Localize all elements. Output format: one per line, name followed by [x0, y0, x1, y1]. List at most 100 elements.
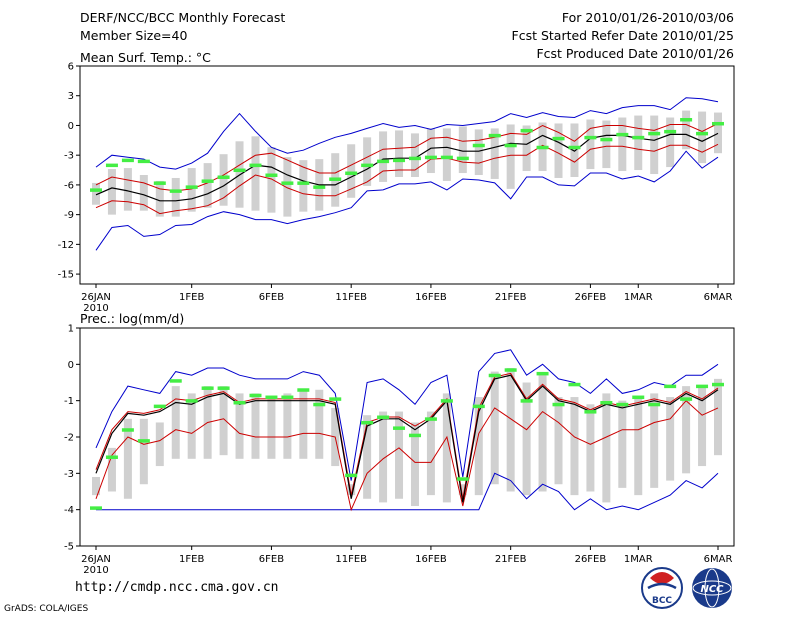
y-tick-label: 6: [68, 62, 74, 73]
observed-marker: [472, 404, 485, 409]
observed-marker: [440, 155, 453, 160]
x-tick-label: 21FEB: [495, 292, 527, 303]
member-range-box: [650, 393, 659, 488]
observed-marker: [568, 145, 581, 150]
observed-marker: [536, 145, 549, 150]
member-range-box: [410, 133, 419, 177]
member-range-box: [155, 180, 164, 217]
member-range-box: [92, 182, 100, 205]
temperature-panel: Mean Surf. Temp.: °C 6 3 0 -3 -6 -9 -12 -15 26JAN…: [58, 50, 735, 314]
observed-marker: [408, 433, 421, 438]
member-range-box: [203, 163, 212, 208]
member-range-box: [474, 129, 483, 175]
observed-marker: [329, 397, 342, 401]
member-range-box: [634, 115, 643, 171]
observed-marker: [632, 135, 645, 140]
y-tick-label: -15: [58, 270, 74, 281]
observed-marker: [297, 181, 310, 185]
member-range-box: [538, 375, 547, 492]
y-tick-label: -3: [64, 469, 74, 480]
x-tick-label: 26JAN: [81, 554, 111, 565]
x-tick-label: 1MAR: [624, 554, 653, 565]
member-range-box: [442, 128, 451, 181]
chart-title: DERF/NCC/BCC Monthly Forecast: [80, 10, 285, 25]
member-range-box: [187, 168, 196, 212]
member-range-box: [123, 168, 132, 211]
observed-marker: [648, 402, 661, 407]
observed-marker: [680, 397, 693, 401]
member-range-box: [107, 169, 116, 215]
member-range-box: [267, 397, 276, 459]
observed-marker: [568, 382, 581, 387]
x-tick-label: 6FEB: [259, 554, 284, 565]
observed-marker: [393, 158, 406, 163]
member-range-box: [666, 117, 675, 168]
lower-spread-line: [95, 399, 719, 512]
observed-marker: [249, 163, 262, 168]
observed-marker: [121, 428, 134, 432]
observed-marker: [137, 159, 150, 164]
member-range-box: [363, 137, 372, 186]
x-tick-label: 16FEB: [415, 292, 447, 303]
observed-marker: [488, 133, 501, 138]
member-range-box: [299, 389, 308, 459]
member-range-box: [187, 393, 196, 459]
member-range-box: [315, 389, 324, 459]
member-range-box: [139, 418, 148, 485]
x-tick-label: 26FEB: [575, 292, 607, 303]
member-range-box: [283, 393, 292, 459]
observed-marker: [424, 417, 437, 421]
observed-marker: [169, 379, 182, 383]
member-range-box: [347, 484, 356, 496]
x-tick-year: 2010: [83, 565, 108, 576]
observed-marker: [265, 395, 278, 400]
member-range-box: [139, 175, 148, 211]
member-range-box: [570, 397, 579, 496]
member-range-box: [586, 119, 595, 170]
bcc-logo-label: BCC: [652, 596, 672, 606]
observed-marker: [680, 118, 693, 122]
plot-frame: [79, 65, 735, 285]
observed-marker: [185, 399, 198, 403]
observed-marker: [249, 393, 262, 398]
member-range-box: [618, 117, 627, 172]
observed-marker: [408, 156, 421, 161]
member-range-box: [219, 386, 228, 456]
observed-marker: [233, 400, 246, 405]
observed-marker: [584, 410, 597, 414]
observed-marker: [456, 477, 469, 481]
member-range-box: [682, 110, 691, 150]
y-tick-label: 3: [68, 91, 74, 102]
upper-spread-line: [95, 123, 719, 192]
observed-marker: [552, 136, 565, 141]
observed-marker: [153, 404, 166, 409]
source-url: http://cmdp.ncc.cma.gov.cn: [75, 580, 279, 595]
observed-marker: [600, 137, 613, 142]
observed-marker: [233, 168, 246, 173]
observed-marker: [90, 188, 102, 192]
ensemble-mean-line: [95, 374, 719, 503]
observed-marker: [201, 386, 214, 390]
member-range-box: [219, 154, 228, 206]
observed-marker: [153, 181, 166, 185]
member-range-box: [506, 367, 515, 492]
observed-marker: [632, 395, 645, 400]
observed-marker: [90, 506, 102, 510]
forecast-period: For 2010/01/26-2010/03/06: [562, 10, 734, 25]
upper-spread-line: [95, 372, 719, 499]
observed-marker: [361, 163, 374, 168]
member-range-box: [698, 386, 707, 467]
member-range-box: [251, 393, 260, 459]
member-range-box: [379, 131, 388, 182]
member-range-box: [522, 125, 531, 172]
member-range-box: [570, 123, 579, 177]
member-min-line: [96, 472, 719, 511]
x-tick-label: 26FEB: [575, 554, 607, 565]
observed-marker: [313, 185, 326, 189]
member-range-box: [379, 411, 388, 503]
forecast-produced: Fcst Produced Date 2010/01/26: [536, 46, 734, 61]
observed-marker: [504, 143, 517, 148]
observed-marker: [185, 185, 198, 189]
grads-credit: GrADS: COLA/IGES: [4, 604, 89, 614]
